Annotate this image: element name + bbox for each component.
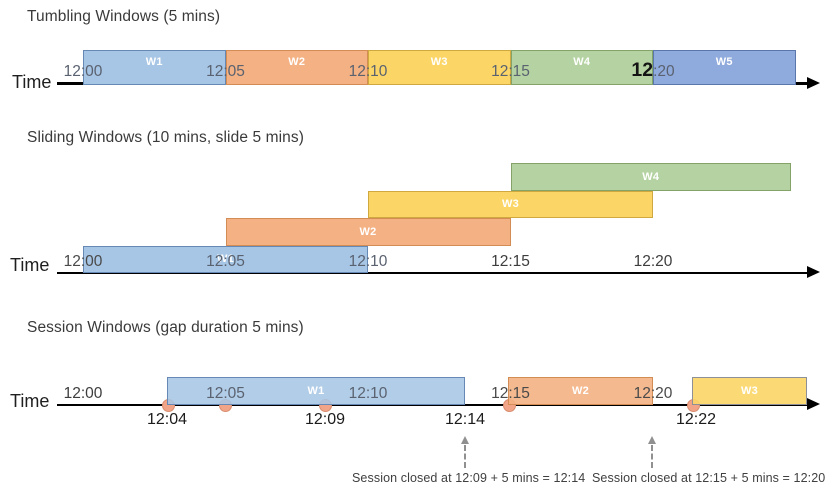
session-window-w3: W3 [692,377,807,405]
tumbling-tick-12-10: 12:10 [348,63,388,80]
tumbling-title: Tumbling Windows (5 mins) [27,8,221,25]
window-label: W3 [501,198,520,211]
tumbling-time-axis-label: Time [12,72,52,92]
sliding-tick-12-10: 12:10 [348,252,388,270]
tumbling-window-w3: W3 [368,50,511,85]
window-label: W1 [307,385,325,397]
session-window-w1: W1 [167,377,465,405]
sliding-title: Sliding Windows (10 mins, slide 5 mins) [27,129,304,146]
sliding-time-axis-label: Time [10,255,50,275]
session-close-annotation-2: Session closed at 12:15 + 5 mins = 12:20 [592,471,826,485]
window-label: W1 [145,56,163,68]
session-axis-arrowhead-icon [807,398,820,411]
session-time-axis-label: Time [10,391,50,411]
session-window-w2: W2 [508,377,653,405]
event-time-label-12-04: 12:04 [146,411,188,428]
tumbling-tick-12-00: 12:00 [63,63,103,80]
sliding-tick-12-00: 12:00 [63,252,103,270]
window-label: W2 [571,385,590,397]
window-label: W4 [573,56,591,68]
session-tick-12-00: 12:00 [63,384,103,402]
sliding-tick-12-20: 12:20 [633,252,673,270]
event-time-label-12-22: 12:22 [675,411,717,428]
session-close-arrowhead-icon [647,436,656,444]
session-close-arrow-dashed-line [464,445,466,468]
window-label: W1 [216,253,235,266]
session-close-annotation-1: Session closed at 12:09 + 5 mins = 12:14 [352,471,586,485]
window-label: W2 [288,56,306,68]
session-tick-12-15: 12:15 [491,384,530,402]
sliding-window-w3: W3 [368,190,653,218]
tumbling-window-w2: W2 [225,50,368,85]
tumbling-tick-12-20: 12:20 [618,58,688,84]
session-close-arrowhead-icon [460,436,469,444]
sliding-axis-arrowhead-icon [807,266,820,279]
tumbling-axis-arrowhead-icon [807,76,820,89]
session-tick-12-10: 12:10 [348,384,388,402]
event-time-label-12-09: 12:09 [304,411,346,428]
window-label: W5 [715,56,733,68]
session-close-arrow-dashed-line [651,445,653,468]
event-time-label-12-14: 12:14 [444,411,486,428]
tick-minute: :20 [653,63,675,80]
session-title: Session Windows (gap duration 5 mins) [27,319,304,336]
tumbling-window-w5: W5 [653,50,796,85]
sliding-window-w2: W2 [225,218,511,246]
tick-hour-emphasized: 12 [631,59,654,81]
sliding-tick-12-15: 12:15 [491,252,530,270]
sliding-time-axis-line [57,271,810,274]
tumbling-tick-12-15: 12:15 [491,63,530,80]
session-tick-12-05: 12:05 [206,384,245,402]
session-tick-12-20: 12:20 [633,384,673,402]
tumbling-tick-12-05: 12:05 [206,63,245,80]
sliding-tick-12-05: 12:05 [206,252,245,270]
tumbling-window-w1: W1 [83,50,226,85]
window-label: W2 [359,225,377,238]
window-label: W3 [430,56,448,68]
tumbling-window-w4: W4 [510,50,653,85]
window-label: W3 [740,385,759,397]
sliding-window-w1: W1 [83,245,368,273]
window-label: W4 [642,170,660,183]
sliding-window-w4: W4 [510,163,791,191]
